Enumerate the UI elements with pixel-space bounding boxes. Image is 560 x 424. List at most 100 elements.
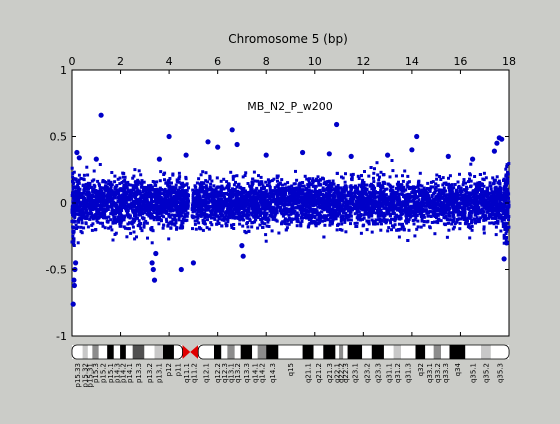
data-point (153, 181, 156, 184)
data-point (77, 241, 80, 244)
data-point (495, 226, 498, 229)
data-point (322, 216, 325, 219)
data-point (233, 175, 236, 178)
data-point (363, 170, 366, 173)
data-point (317, 175, 320, 178)
data-point (495, 233, 498, 236)
data-point (130, 205, 133, 208)
data-point (483, 172, 486, 175)
data-point (87, 188, 90, 191)
data-point (202, 229, 205, 232)
data-point (138, 210, 141, 213)
data-point (108, 205, 111, 208)
data-point (163, 172, 166, 175)
data-point (438, 175, 441, 178)
data-point (181, 186, 184, 189)
data-point (439, 178, 442, 181)
data-point (135, 186, 138, 189)
data-point (222, 178, 225, 181)
data-point (82, 184, 85, 187)
data-point (323, 182, 326, 185)
data-point (159, 170, 162, 173)
data-point (169, 226, 172, 229)
data-point (132, 217, 135, 220)
data-point (482, 219, 485, 222)
data-point (329, 190, 332, 193)
data-point (492, 190, 495, 193)
data-point (272, 178, 275, 181)
data-point (205, 171, 208, 174)
data-point (89, 216, 92, 219)
data-point (104, 185, 107, 188)
data-point (186, 215, 189, 218)
data-point (78, 216, 81, 219)
data-point (341, 229, 344, 232)
data-point (413, 234, 416, 237)
data-point (120, 189, 123, 192)
data-point (109, 212, 112, 215)
data-point (232, 227, 235, 230)
data-point (225, 224, 228, 227)
data-point (343, 221, 346, 224)
data-point (95, 194, 98, 197)
data-point (72, 243, 75, 246)
data-point (75, 223, 78, 226)
data-point (146, 237, 149, 240)
data-point (206, 189, 209, 192)
data-point (379, 229, 382, 232)
data-point (344, 230, 347, 233)
data-point (133, 168, 136, 171)
data-point (110, 191, 113, 194)
data-point (454, 222, 457, 225)
chart-title: Chromosome 5 (bp) (228, 32, 348, 46)
data-point (157, 209, 160, 212)
data-point (201, 170, 204, 173)
data-point (411, 186, 414, 189)
data-point (72, 182, 75, 185)
data-point (247, 182, 250, 185)
data-point (105, 217, 108, 220)
data-point (84, 199, 87, 202)
data-point (221, 186, 224, 189)
data-point (122, 176, 125, 179)
data-point (132, 187, 135, 190)
data-point (168, 222, 171, 225)
data-point (468, 236, 471, 239)
data-point (119, 201, 122, 204)
data-point (81, 202, 84, 205)
data-point (106, 196, 109, 199)
data-point (77, 207, 80, 210)
data-point (181, 226, 184, 229)
data-point (483, 232, 486, 235)
data-point (455, 211, 458, 214)
data-point (99, 189, 102, 192)
data-point (229, 171, 232, 174)
data-point (357, 210, 360, 213)
data-point (209, 183, 212, 186)
data-point (469, 173, 472, 176)
data-point (151, 200, 154, 203)
data-point (122, 172, 125, 175)
data-point (183, 216, 186, 219)
data-point (124, 227, 127, 230)
data-point (178, 175, 181, 178)
data-point (123, 196, 126, 199)
data-point (206, 226, 209, 229)
data-point (94, 203, 97, 206)
data-point (177, 211, 180, 214)
data-point (76, 183, 79, 186)
data-point (245, 222, 248, 225)
data-point (101, 186, 104, 189)
data-point (362, 224, 365, 227)
data-point (102, 205, 105, 208)
data-point (122, 193, 125, 196)
data-point (490, 188, 493, 191)
data-point (93, 199, 96, 202)
data-point (77, 200, 80, 203)
data-point (166, 201, 169, 204)
data-point (149, 193, 152, 196)
data-point (125, 201, 128, 204)
data-point (143, 217, 146, 220)
data-point (110, 199, 113, 202)
data-point (242, 175, 245, 178)
